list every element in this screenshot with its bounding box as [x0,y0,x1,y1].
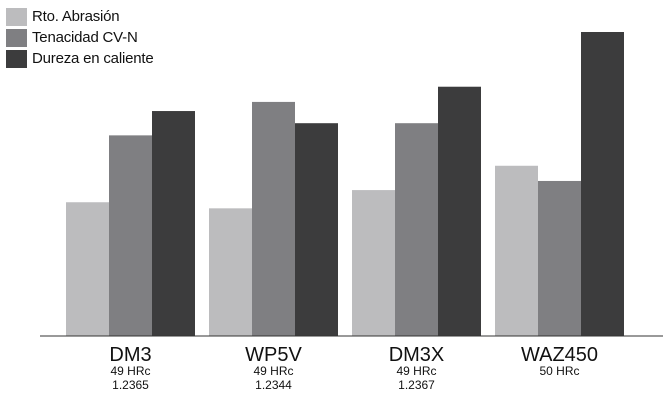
bar-wp5v-series-3 [295,123,338,336]
category-detail-label: 49 HRc [253,364,293,378]
bar-wp5v-series-1 [209,208,252,336]
legend-swatch [6,28,27,47]
bar-waz450-series-2 [538,180,581,336]
bars-group [66,32,624,336]
category-label: DM3 [109,344,151,366]
category-detail-label: 49 HRc [396,364,436,378]
bar-dm3x-series-3 [438,86,481,336]
legend-label: Tenacidad CV-N [32,29,138,46]
bar-dm3-series-2 [109,135,152,336]
category-detail-label: 49 HRc [110,364,150,378]
category-detail-label: 1.2365 [112,378,149,392]
legend-swatch [6,49,27,68]
legend-label: Dureza en caliente [32,50,154,67]
category-label: DM3X [389,344,445,366]
legend-item: Rto. Abrasión [6,6,153,27]
bar-dm3-series-3 [152,111,195,336]
bar-dm3-series-1 [66,202,109,336]
category-detail-label: 50 HRc [539,364,579,378]
legend-item: Dureza en caliente [6,48,154,69]
bar-dm3x-series-1 [352,190,395,336]
legend-swatch [6,7,27,26]
bar-dm3x-series-2 [395,123,438,336]
bar-waz450-series-1 [495,165,538,336]
bar-waz450-series-3 [581,32,624,336]
category-detail-label: 1.2344 [255,378,292,392]
legend: Rto. Abrasión Tenacidad CV-N Dureza en cal… [6,6,154,69]
legend-label: Rto. Abrasión [32,8,120,25]
legend-item: Tenacidad CV-N [6,27,153,48]
category-label: WP5V [245,344,302,366]
bar-wp5v-series-2 [252,101,295,336]
category-detail-label: 1.2367 [398,378,435,392]
category-label: WAZ450 [521,344,598,366]
